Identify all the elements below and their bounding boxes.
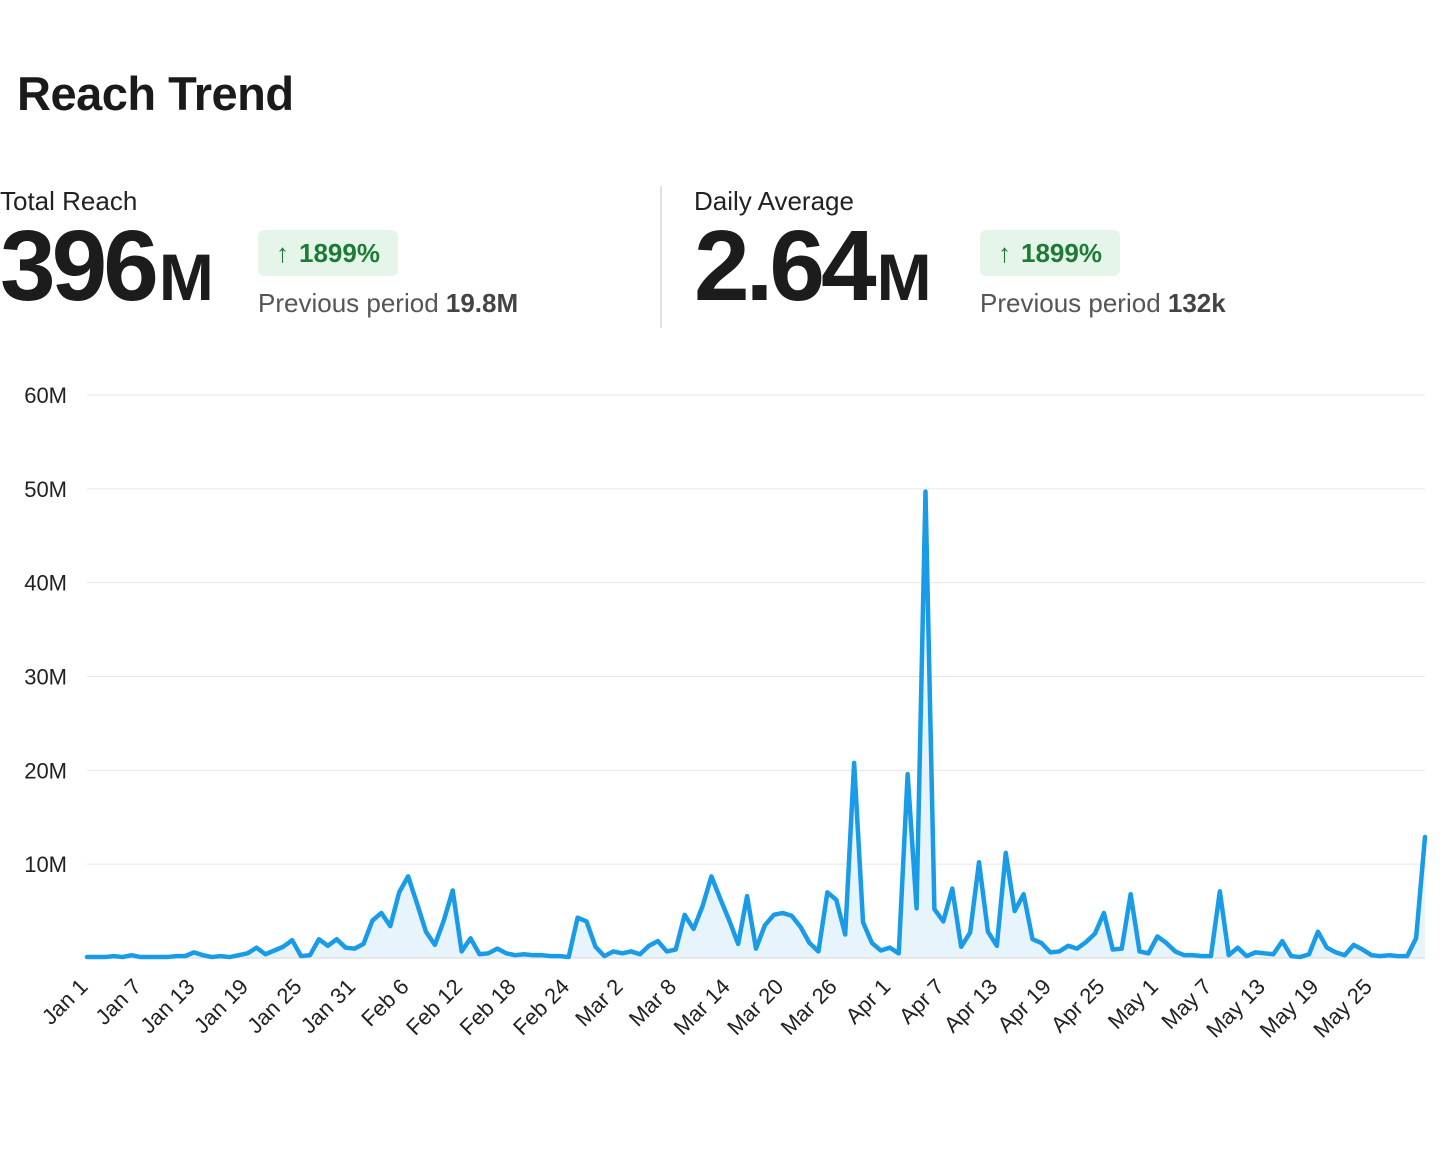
y-tick-label: 10M xyxy=(24,852,67,877)
total-reach-previous: Previous period 19.8M xyxy=(258,288,518,319)
total-previous-label: Previous period xyxy=(258,288,439,318)
total-reach-label: Total Reach xyxy=(0,186,138,216)
daily-average-previous: Previous period 132k xyxy=(980,288,1226,319)
total-reach-unit: M xyxy=(158,240,214,314)
arrow-up-icon: ↑ xyxy=(998,238,1011,268)
x-tick-label: Jan 1 xyxy=(37,974,93,1030)
y-tick-label: 60M xyxy=(24,383,67,408)
x-tick-label: Mar 26 xyxy=(776,974,842,1040)
y-tick-label: 30M xyxy=(24,665,67,690)
daily-average-number: 2.64 xyxy=(694,210,877,322)
daily-previous-label: Previous period xyxy=(980,288,1161,318)
x-tick-label: Jan 25 xyxy=(242,974,306,1038)
page-title: Reach Trend xyxy=(17,67,294,120)
daily-average-unit: M xyxy=(876,240,932,314)
stats-divider xyxy=(660,186,662,328)
x-tick-label: May 25 xyxy=(1308,974,1377,1043)
x-tick-label: Apr 1 xyxy=(840,974,895,1029)
daily-average-label: Daily Average xyxy=(694,186,854,216)
total-reach-value: 396M xyxy=(0,216,214,316)
x-tick-label: Feb 24 xyxy=(508,974,574,1040)
daily-previous-value: 132k xyxy=(1167,288,1226,318)
x-tick-label: May 13 xyxy=(1201,974,1270,1043)
daily-average-change-badge: ↑ 1899% xyxy=(980,230,1120,276)
reach-line xyxy=(84,489,1428,960)
daily-average-change: 1899% xyxy=(1021,238,1102,268)
x-tick-label: Mar 14 xyxy=(669,974,735,1040)
x-tick-label: Feb 12 xyxy=(401,974,467,1040)
x-tick-label: Jan 31 xyxy=(296,974,360,1038)
total-reach-change: 1899% xyxy=(299,238,380,268)
x-tick-label: Feb 18 xyxy=(455,974,521,1040)
x-tick-label: Jan 13 xyxy=(135,974,199,1038)
x-tick-label: Mar 20 xyxy=(722,974,788,1040)
y-tick-label: 20M xyxy=(24,758,67,783)
y-tick-label: 40M xyxy=(24,571,67,596)
x-tick-label: Jan 19 xyxy=(189,974,253,1038)
reach-area xyxy=(87,491,1425,958)
x-tick-label: May 1 xyxy=(1103,974,1163,1034)
x-tick-label: Apr 19 xyxy=(992,974,1056,1038)
arrow-up-icon: ↑ xyxy=(276,238,289,268)
x-tick-label: Mar 2 xyxy=(570,974,627,1031)
total-reach-change-badge: ↑ 1899% xyxy=(258,230,398,276)
x-tick-label: Apr 25 xyxy=(1046,974,1110,1038)
x-tick-label: May 19 xyxy=(1255,974,1324,1043)
y-tick-label: 50M xyxy=(24,477,67,502)
total-reach-number: 396 xyxy=(0,210,159,322)
x-tick-label: Apr 13 xyxy=(939,974,1003,1038)
total-previous-value: 19.8M xyxy=(445,288,519,318)
daily-average-value: 2.64M xyxy=(694,216,932,316)
